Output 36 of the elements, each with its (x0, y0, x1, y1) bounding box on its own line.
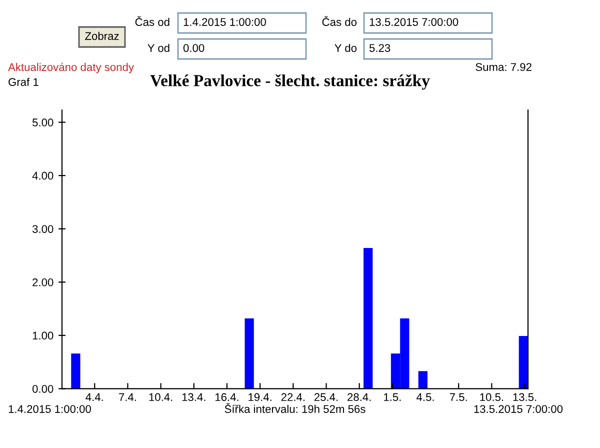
y-tick-label: 4.00 (32, 172, 54, 180)
text: Y od (148, 44, 170, 52)
y-tick-label: 3.00 (32, 225, 54, 233)
text: Graf 1 (8, 78, 38, 86)
x-tick-label: 1.5. (384, 393, 401, 402)
x-tick-label: 7.5. (450, 393, 467, 402)
x-tick-label: 4.5. (416, 393, 434, 402)
y-tick-label: 0.00 (32, 384, 54, 393)
text: Šířka intervalu: 19h 52m 56s (224, 403, 366, 413)
x-tick-label: 22.4. (281, 393, 305, 401)
text: 13.5.2015 7:00:00 (474, 405, 563, 413)
x-tick-label: 19.4. (248, 393, 272, 402)
x-tick-label: 28.4. (348, 393, 371, 402)
text: 1.4.2015 1:00:00 (184, 18, 266, 26)
x-tick-label: 13.4. (182, 393, 206, 402)
x-tick-label: 10.4. (149, 393, 172, 402)
text: Suma: 7.92 (476, 63, 532, 71)
x-tick-label: 10.5. (480, 393, 504, 402)
text: Čas do (322, 16, 357, 26)
text: Aktualizováno daty sondy (8, 62, 134, 74)
text: 1.4.2015 1:00:00 (8, 405, 91, 413)
x-tick-label: 4.4. (86, 393, 103, 401)
x-tick-label: 7.4. (119, 393, 136, 401)
x-tick-label: 13.5. (513, 393, 536, 402)
chart-title: Velké Pavlovice - šlecht. stanice: srážky (150, 74, 430, 90)
x-tick-label: 16.4. (215, 393, 238, 402)
text: Y do (334, 44, 357, 52)
y-tick-label: 2.00 (32, 278, 54, 286)
text: 5.23 (369, 44, 390, 52)
text: Čas od (135, 16, 170, 26)
y-tick-label: 1.00 (32, 332, 54, 340)
text: 0.00 (183, 44, 204, 52)
x-tick-label: 25.4. (314, 393, 338, 402)
text: 13.5.2015 7:00:00 (370, 18, 458, 26)
text: Zobraz (85, 32, 119, 40)
y-tick-label: 5.00 (32, 118, 54, 126)
